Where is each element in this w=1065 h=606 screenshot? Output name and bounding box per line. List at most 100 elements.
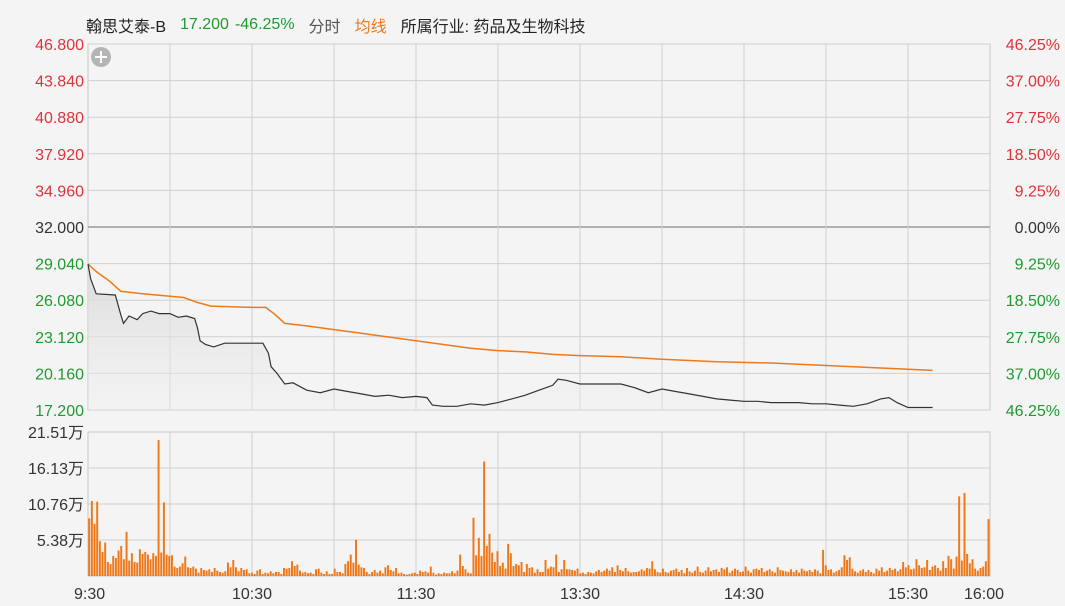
volume-bar [555, 554, 558, 576]
volume-bar [651, 561, 654, 576]
volume-bar [934, 565, 937, 576]
volume-bar [923, 567, 926, 576]
volume-bar [784, 571, 787, 576]
volume-bar [301, 572, 304, 576]
volume-bar [573, 570, 576, 576]
volume-bar [899, 569, 902, 576]
volume-bar [966, 553, 969, 576]
volume-bar [328, 573, 331, 576]
time-tick-label: 14:30 [724, 586, 764, 603]
volume-bar [896, 571, 899, 576]
volume-bar [790, 569, 793, 576]
volume-bar [744, 566, 747, 576]
volume-axis: 21.51万 16.13万 10.76万 5.38万 [28, 425, 84, 550]
volume-bar [269, 571, 272, 576]
volume-bar [221, 572, 224, 576]
price-tick-label: 20.160 [35, 366, 84, 383]
volume-bar [483, 461, 486, 576]
price-tick-label: 23.120 [35, 330, 84, 347]
volume-bar [133, 561, 136, 576]
percent-tick-label: 46.25% [1006, 403, 1060, 420]
volume-bar [493, 561, 496, 576]
price-tick-label: 40.880 [35, 110, 84, 127]
volume-bar [605, 568, 608, 576]
volume-bar [771, 571, 774, 576]
volume-bar [405, 574, 408, 576]
volume-bar [942, 561, 945, 576]
volume-bar [104, 542, 107, 576]
volume-bar [867, 569, 870, 576]
volume-bar [752, 569, 755, 576]
right-percent-axis: 46.25% 37.00% 27.75% 18.50% 9.25% 0.00% 9.25% 1… [1006, 37, 1060, 420]
volume-bar [213, 567, 216, 576]
volume-bar [496, 551, 499, 576]
volume-bar [608, 570, 611, 576]
volume-bar [944, 567, 947, 576]
volume-bar [389, 569, 392, 576]
volume-bar [258, 569, 261, 576]
volume-bar [621, 571, 624, 576]
volume-bar [467, 572, 470, 576]
volume-bar [429, 566, 432, 576]
volume-bar [299, 570, 301, 576]
zoom-in-icon[interactable] [91, 47, 111, 67]
volume-bar [224, 571, 227, 576]
volume-bar [381, 573, 384, 576]
volume-bar [440, 573, 443, 576]
percent-tick-label: 9.25% [1015, 183, 1060, 200]
volume-bar [819, 573, 822, 576]
volume-bar [525, 563, 528, 576]
volume-bar [979, 567, 982, 576]
volume-bar [264, 572, 267, 576]
volume-bar [154, 555, 157, 576]
intraday-mode-tab[interactable]: 分时 [308, 19, 341, 36]
volume-bar [309, 572, 312, 576]
volume-bar [339, 571, 342, 576]
volume-bar [371, 571, 374, 576]
volume-bar [677, 571, 680, 576]
volume-bar [355, 539, 358, 576]
price-tick-label: 29.040 [35, 257, 84, 274]
volume-bar [760, 567, 763, 576]
left-price-axis: 46.800 43.840 40.880 37.920 34.960 32.000 29.0… [35, 37, 84, 420]
volume-bar [539, 571, 542, 576]
volume-bar [507, 543, 510, 576]
volume-bar [715, 569, 718, 576]
volume-bar [768, 569, 771, 576]
volume-bar [688, 571, 691, 576]
volume-bar [512, 565, 515, 576]
volume-bar [170, 555, 173, 576]
volume-bar [416, 573, 419, 576]
volume-bar [747, 570, 750, 576]
volume-bar [341, 573, 344, 576]
price-tick-label: 34.960 [35, 183, 84, 200]
volume-bar [726, 567, 728, 576]
volume-bar [536, 569, 539, 576]
volume-bar [98, 541, 101, 576]
price-tick-label: 37.920 [35, 147, 84, 164]
volume-bar [803, 570, 806, 576]
volume-bar [363, 567, 366, 576]
volume-bar [216, 570, 219, 576]
series-layer [87, 263, 933, 409]
volume-bar [304, 571, 307, 576]
volume-bar [939, 570, 942, 576]
volume-bar [152, 553, 155, 576]
price-tick-label: 17.200 [35, 403, 84, 420]
volume-bar [742, 571, 744, 576]
volume-bar [413, 572, 416, 576]
volume-bar [267, 573, 269, 576]
volume-bar [547, 568, 550, 576]
volume-bar [437, 573, 440, 576]
volume-bar [806, 571, 809, 576]
volume-bar [184, 556, 187, 576]
volume-bar [926, 559, 929, 576]
volume-bar [987, 519, 990, 576]
average-line-toggle[interactable]: 均线 [354, 19, 387, 36]
volume-bar [731, 570, 734, 576]
volume-bar [856, 572, 859, 576]
volume-bar [88, 518, 91, 576]
volume-bar [848, 557, 851, 576]
volume-bar [477, 537, 480, 576]
